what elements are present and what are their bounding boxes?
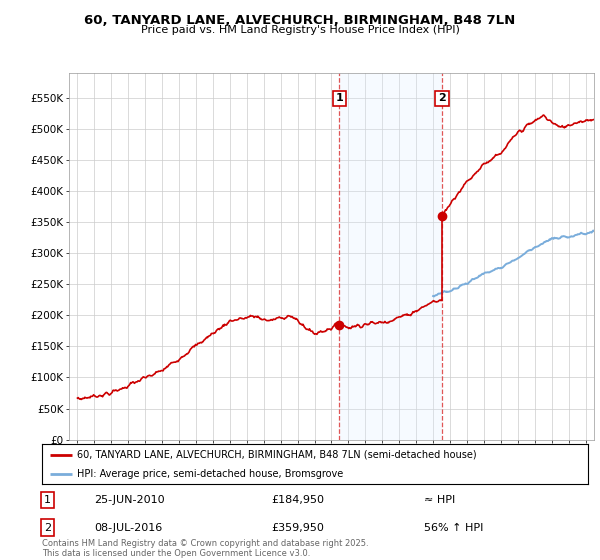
- Text: 1: 1: [44, 495, 51, 505]
- Text: £359,950: £359,950: [271, 522, 324, 533]
- Text: Contains HM Land Registry data © Crown copyright and database right 2025.
This d: Contains HM Land Registry data © Crown c…: [42, 539, 368, 558]
- Text: £184,950: £184,950: [271, 495, 325, 505]
- Text: 08-JUL-2016: 08-JUL-2016: [94, 522, 162, 533]
- Text: 1: 1: [335, 94, 343, 104]
- Text: HPI: Average price, semi-detached house, Bromsgrove: HPI: Average price, semi-detached house,…: [77, 469, 344, 479]
- Text: Price paid vs. HM Land Registry's House Price Index (HPI): Price paid vs. HM Land Registry's House …: [140, 25, 460, 35]
- Text: 2: 2: [44, 522, 51, 533]
- Text: 60, TANYARD LANE, ALVECHURCH, BIRMINGHAM, B48 7LN (semi-detached house): 60, TANYARD LANE, ALVECHURCH, BIRMINGHAM…: [77, 450, 477, 460]
- Text: ≈ HPI: ≈ HPI: [424, 495, 455, 505]
- Bar: [340, 73, 442, 440]
- Text: 56% ↑ HPI: 56% ↑ HPI: [424, 522, 484, 533]
- Text: 2: 2: [438, 94, 446, 104]
- Text: 25-JUN-2010: 25-JUN-2010: [94, 495, 164, 505]
- Text: 60, TANYARD LANE, ALVECHURCH, BIRMINGHAM, B48 7LN: 60, TANYARD LANE, ALVECHURCH, BIRMINGHAM…: [85, 14, 515, 27]
